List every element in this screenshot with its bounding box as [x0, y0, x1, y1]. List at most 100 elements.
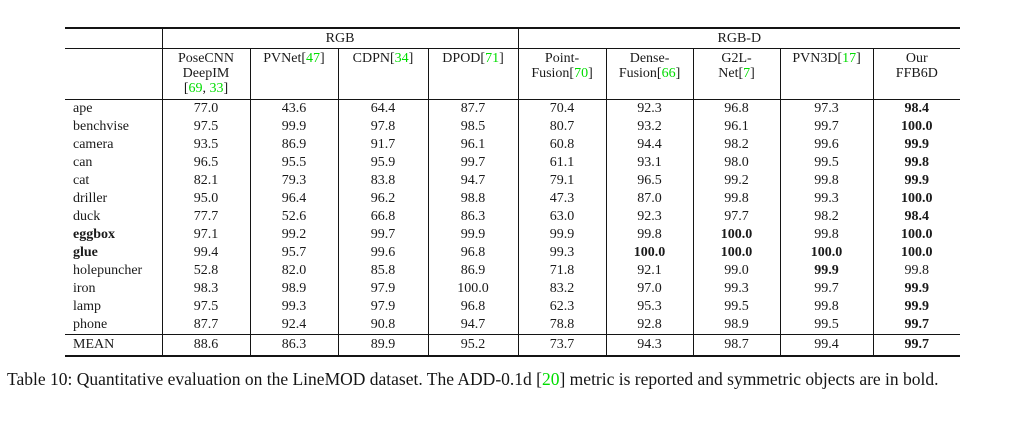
value-cell: 71.8 [517, 262, 607, 280]
value-cell: 70.4 [517, 99, 607, 118]
value-cell: 99.3 [779, 190, 874, 208]
value-cell: 63.0 [517, 208, 607, 226]
value-cell: 78.8 [517, 316, 607, 335]
results-table: RGB RGB-D PoseCNN DeepIM [69, 33] PVNet[47]… [65, 27, 961, 357]
group-header-spacer [65, 28, 162, 49]
method-header-line: PoseCNN [163, 51, 250, 66]
table-row: glue 99.4 95.7 99.6 96.8 99.3 100.0 100.0 100.0 1… [65, 244, 961, 262]
value-cell: 99.7 [779, 118, 874, 136]
value-cell: 98.9 [249, 280, 338, 298]
value-cell: 52.8 [161, 262, 250, 280]
object-cell: holepuncher [73, 263, 143, 278]
method-header-g2l-net: G2L- Net[7] [692, 48, 781, 100]
value-cell: 96.1 [692, 118, 781, 136]
value-cell: 86.9 [249, 136, 338, 154]
value-cell: 77.0 [161, 99, 250, 118]
citation-ref: 70 [574, 66, 589, 81]
table-row: ape 77.0 43.6 64.4 87.7 70.4 92.3 96.8 97.3 98.4 [65, 99, 961, 118]
value-cell: 100.0 [872, 226, 961, 244]
value-cell: 99.9 [427, 226, 519, 244]
value-cell: 100.0 [692, 244, 781, 262]
text-segment: Dense- [629, 51, 670, 66]
value-cell: 94.7 [427, 172, 519, 190]
method-header-line: PVN3D[17] [781, 51, 873, 66]
value-cell: 94.4 [605, 136, 694, 154]
table-row: camera 93.5 86.9 91.7 96.1 60.8 94.4 98.2 99.6 99… [65, 136, 961, 154]
value-cell: 99.6 [337, 244, 428, 262]
value-cell: 99.9 [872, 136, 961, 154]
value-cell: 87.7 [427, 99, 519, 118]
value-cell: 99.7 [779, 280, 874, 298]
value-cell: 98.2 [779, 208, 874, 226]
value-cell: 80.7 [517, 118, 607, 136]
citation-ref: 20 [541, 369, 560, 389]
table-row: lamp 97.5 99.3 97.9 96.8 62.3 95.3 99.5 99.8 99.9 [65, 298, 961, 316]
text-segment: Fusion[ [531, 66, 575, 81]
method-header-densefusion: Dense- Fusion[66] [605, 48, 694, 100]
method-header-dpod: DPOD[71] [427, 48, 519, 100]
value-cell: 95.0 [161, 190, 250, 208]
value-cell: 97.3 [779, 99, 874, 118]
table-row: holepuncher 52.8 82.0 85.8 86.9 71.8 92.1 99.0 9… [65, 262, 961, 280]
value-cell: 100.0 [779, 244, 874, 262]
text-segment: DeepIM [182, 66, 230, 81]
table-row: benchvise 97.5 99.9 97.8 98.5 80.7 93.2 96.1 99.… [65, 118, 961, 136]
value-cell: 77.7 [161, 208, 250, 226]
value-cell: 100.0 [872, 244, 961, 262]
value-cell: 99.3 [692, 280, 781, 298]
citation-ref: 47 [306, 51, 321, 66]
method-header-line: Fusion[70] [519, 66, 606, 81]
table-row: driller 95.0 96.4 96.2 98.8 47.3 87.0 99.8 99.3 1… [65, 190, 961, 208]
method-header-line: Net[7] [694, 66, 780, 81]
value-cell: 97.5 [161, 118, 250, 136]
value-cell: 82.0 [249, 262, 338, 280]
value-cell: 99.3 [517, 244, 607, 262]
value-cell: 92.4 [249, 316, 338, 335]
group-header-row: RGB RGB-D [65, 28, 961, 49]
method-header-our-ffb6d: Our FFB6D [872, 48, 961, 100]
value-cell: 99.9 [872, 298, 961, 316]
value-cell: 97.9 [337, 280, 428, 298]
object-cell: duck [73, 209, 101, 224]
text-segment: ] [320, 51, 325, 66]
value-cell: 98.3 [161, 280, 250, 298]
value-cell: 100.0 [692, 226, 781, 244]
value-cell: 97.0 [605, 280, 694, 298]
value-cell: 89.9 [337, 334, 428, 356]
value-cell: 96.5 [161, 154, 250, 172]
value-cell: 93.2 [605, 118, 694, 136]
value-cell: 83.8 [337, 172, 428, 190]
value-cell: 97.5 [161, 298, 250, 316]
text-segment: Point- [544, 51, 580, 66]
table-row: phone 87.7 92.4 90.8 94.7 78.8 92.8 98.9 99.5 99.… [65, 316, 961, 335]
value-cell: 96.8 [427, 244, 519, 262]
value-cell: 66.8 [337, 208, 428, 226]
value-cell: 99.7 [872, 334, 961, 356]
text-segment: Fusion[ [618, 66, 662, 81]
method-header-line: PVNet[47] [251, 51, 338, 66]
value-cell: 99.3 [249, 298, 338, 316]
value-cell: 93.1 [605, 154, 694, 172]
object-cell: lamp [73, 299, 101, 314]
value-cell: 99.8 [779, 298, 874, 316]
text-segment: ] [408, 51, 414, 66]
value-cell: 99.7 [427, 154, 519, 172]
text-segment: ] [856, 51, 861, 66]
value-cell: 95.5 [249, 154, 338, 172]
value-cell: 90.8 [337, 316, 428, 335]
text-segment: CDPN[ [352, 51, 395, 66]
citation-ref: 69 [188, 81, 203, 96]
value-cell: 99.8 [872, 262, 961, 280]
value-cell: 100.0 [872, 118, 961, 136]
value-cell: 99.8 [872, 154, 961, 172]
value-cell: 82.1 [161, 172, 250, 190]
value-cell: 98.0 [692, 154, 781, 172]
value-cell: 98.9 [692, 316, 781, 335]
method-header-row: PoseCNN DeepIM [69, 33] PVNet[47] CDPN[34] DP… [65, 48, 961, 100]
value-cell: 92.3 [605, 99, 694, 118]
method-header-posecnn-deepim: PoseCNN DeepIM [69, 33] [161, 48, 250, 100]
value-cell: 96.5 [605, 172, 694, 190]
value-cell: 99.7 [337, 226, 428, 244]
value-cell: 86.3 [249, 334, 338, 356]
value-cell: 96.8 [692, 99, 781, 118]
